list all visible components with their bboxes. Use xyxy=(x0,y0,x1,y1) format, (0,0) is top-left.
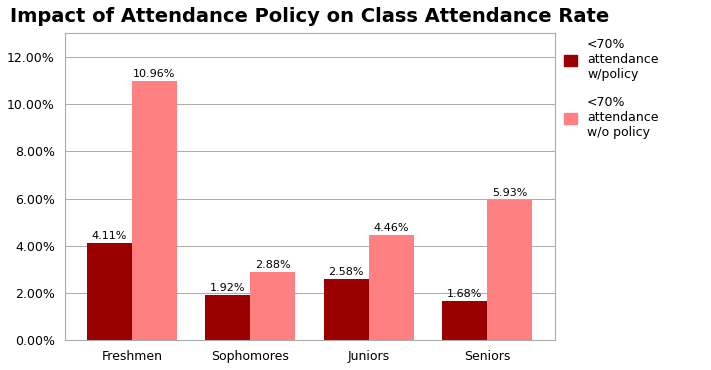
Legend: <70%
attendance
w/policy, <70%
attendance
w/o policy: <70% attendance w/policy, <70% attendanc… xyxy=(560,33,663,144)
Text: 4.11%: 4.11% xyxy=(92,231,127,241)
Text: 1.92%: 1.92% xyxy=(210,283,245,293)
Text: 1.68%: 1.68% xyxy=(447,289,483,299)
Bar xyxy=(369,235,414,340)
Bar xyxy=(205,295,250,340)
Title: Impact of Attendance Policy on Class Attendance Rate: Impact of Attendance Policy on Class Att… xyxy=(10,7,609,26)
Bar xyxy=(442,300,487,340)
Text: 2.58%: 2.58% xyxy=(328,268,364,278)
Bar xyxy=(324,279,369,340)
Bar xyxy=(132,81,177,340)
Bar xyxy=(250,272,295,340)
Text: 4.46%: 4.46% xyxy=(373,223,409,233)
Text: 10.96%: 10.96% xyxy=(133,70,176,80)
Bar xyxy=(87,243,132,340)
Text: 5.93%: 5.93% xyxy=(492,188,528,198)
Bar xyxy=(487,200,533,340)
Text: 2.88%: 2.88% xyxy=(255,260,291,270)
